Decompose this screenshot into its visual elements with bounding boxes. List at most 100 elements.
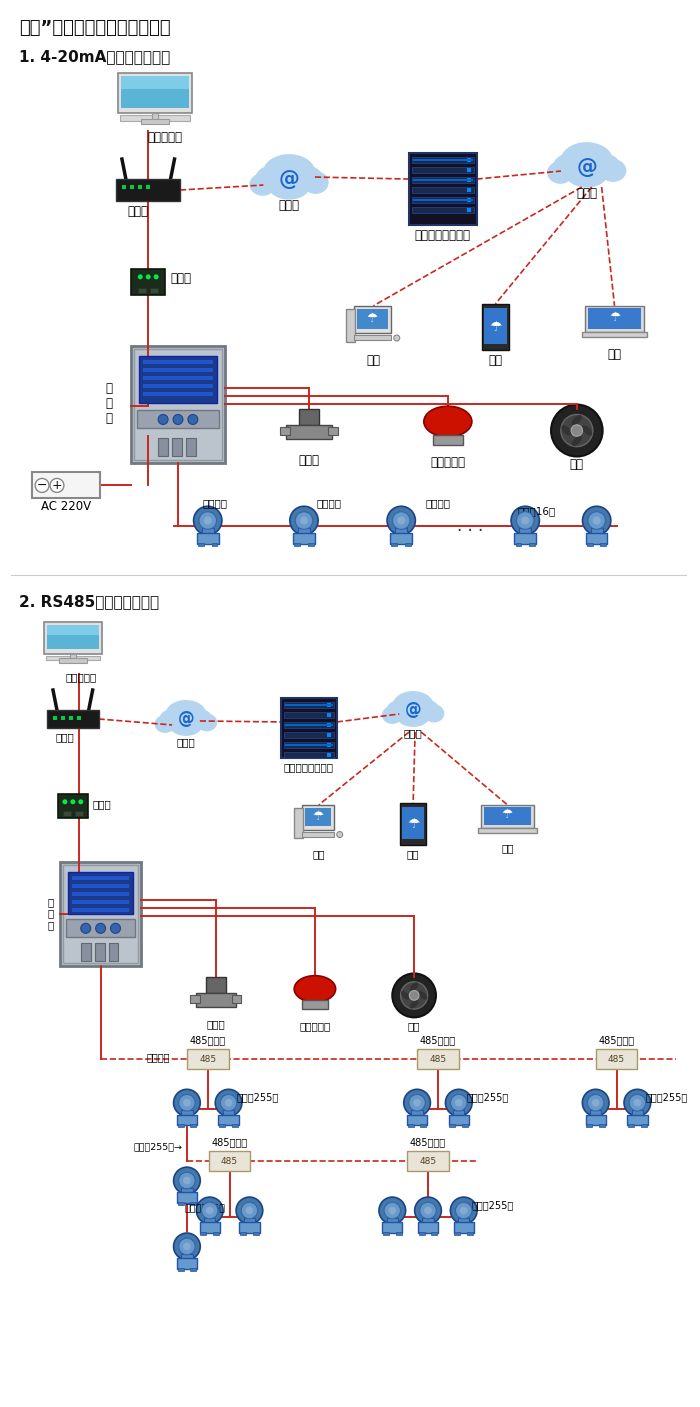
Bar bbox=[628, 1124, 634, 1127]
Bar bbox=[410, 153, 477, 225]
Bar bbox=[213, 1233, 219, 1235]
Ellipse shape bbox=[401, 991, 410, 1000]
Bar bbox=[284, 702, 334, 708]
Bar bbox=[449, 1114, 469, 1126]
Text: 2. RS485信号连接系统图: 2. RS485信号连接系统图 bbox=[19, 594, 160, 609]
Text: 互联网: 互联网 bbox=[279, 198, 300, 212]
Bar bbox=[412, 158, 474, 163]
Text: 485中继器: 485中继器 bbox=[598, 1036, 635, 1045]
Text: 声光报警器: 声光报警器 bbox=[430, 456, 466, 470]
Bar bbox=[395, 528, 407, 533]
Bar bbox=[240, 1233, 246, 1235]
Text: @: @ bbox=[576, 156, 597, 177]
Circle shape bbox=[634, 1099, 641, 1106]
Bar bbox=[631, 1110, 643, 1116]
Bar bbox=[412, 187, 474, 193]
Bar bbox=[172, 438, 182, 456]
Text: 路由器: 路由器 bbox=[55, 732, 74, 741]
Bar bbox=[72, 892, 130, 896]
Circle shape bbox=[414, 1197, 441, 1224]
Bar bbox=[402, 806, 424, 839]
Text: AC 220V: AC 220V bbox=[41, 501, 91, 514]
Bar bbox=[467, 167, 470, 172]
Circle shape bbox=[178, 1172, 195, 1189]
Circle shape bbox=[582, 1089, 609, 1116]
Bar bbox=[239, 1223, 260, 1233]
Bar bbox=[136, 411, 219, 429]
Bar bbox=[116, 179, 181, 201]
Bar bbox=[284, 712, 334, 718]
Text: 互联网: 互联网 bbox=[404, 727, 423, 737]
Bar bbox=[178, 1202, 183, 1204]
Bar bbox=[118, 73, 192, 114]
Bar bbox=[407, 1114, 427, 1126]
Bar bbox=[63, 865, 139, 964]
Bar bbox=[327, 704, 331, 706]
Text: 风机: 风机 bbox=[570, 459, 584, 471]
Ellipse shape bbox=[582, 425, 592, 436]
Bar bbox=[131, 346, 225, 463]
Bar bbox=[186, 438, 196, 456]
Bar bbox=[58, 794, 88, 817]
Ellipse shape bbox=[386, 701, 413, 720]
Ellipse shape bbox=[155, 715, 176, 733]
Bar bbox=[599, 1124, 605, 1127]
Bar bbox=[285, 744, 332, 746]
Text: 信号输出: 信号输出 bbox=[146, 1052, 170, 1062]
Bar bbox=[391, 533, 412, 545]
Bar bbox=[32, 473, 99, 498]
Bar bbox=[467, 179, 470, 182]
Circle shape bbox=[204, 516, 212, 525]
Bar bbox=[200, 1233, 206, 1235]
Bar bbox=[53, 716, 57, 720]
Circle shape bbox=[379, 1197, 405, 1224]
Circle shape bbox=[197, 1197, 223, 1224]
Bar bbox=[284, 741, 334, 749]
Bar bbox=[346, 308, 355, 342]
Bar bbox=[47, 711, 99, 727]
Bar bbox=[413, 179, 473, 182]
Circle shape bbox=[629, 1095, 645, 1112]
Bar bbox=[63, 810, 71, 816]
Text: 485: 485 bbox=[199, 1055, 216, 1064]
Circle shape bbox=[183, 1242, 190, 1251]
Bar bbox=[143, 376, 214, 380]
Bar bbox=[190, 1268, 196, 1271]
Bar bbox=[515, 543, 522, 546]
Bar bbox=[327, 733, 331, 737]
Text: ☂: ☂ bbox=[609, 311, 620, 324]
Text: −: − bbox=[37, 478, 48, 492]
Text: 485: 485 bbox=[608, 1055, 625, 1064]
Circle shape bbox=[517, 512, 534, 529]
Bar bbox=[139, 288, 146, 293]
Circle shape bbox=[183, 1176, 190, 1185]
Bar bbox=[458, 1217, 470, 1223]
Circle shape bbox=[188, 415, 198, 425]
Circle shape bbox=[35, 478, 49, 492]
Text: 终端: 终端 bbox=[608, 348, 622, 360]
Circle shape bbox=[410, 991, 419, 1000]
Circle shape bbox=[445, 1089, 472, 1116]
Bar bbox=[47, 625, 99, 635]
Text: 风机: 风机 bbox=[408, 1021, 421, 1031]
Circle shape bbox=[404, 1089, 430, 1116]
Ellipse shape bbox=[572, 415, 582, 425]
Bar bbox=[209, 1151, 251, 1171]
Bar bbox=[218, 1114, 239, 1126]
Ellipse shape bbox=[294, 975, 335, 1002]
Circle shape bbox=[420, 1202, 436, 1218]
Ellipse shape bbox=[587, 153, 621, 180]
Circle shape bbox=[551, 405, 603, 456]
Text: 电磁阀: 电磁阀 bbox=[206, 1020, 225, 1030]
Circle shape bbox=[183, 1099, 190, 1106]
Bar bbox=[467, 198, 470, 203]
Text: 电磁阀: 电磁阀 bbox=[298, 454, 319, 467]
Circle shape bbox=[80, 923, 91, 933]
Circle shape bbox=[174, 1233, 200, 1259]
Text: 信号输出: 信号输出 bbox=[316, 498, 342, 508]
Circle shape bbox=[571, 425, 582, 436]
Circle shape bbox=[587, 1095, 604, 1112]
Circle shape bbox=[50, 478, 64, 492]
Bar bbox=[590, 1110, 601, 1116]
Bar bbox=[305, 808, 331, 826]
